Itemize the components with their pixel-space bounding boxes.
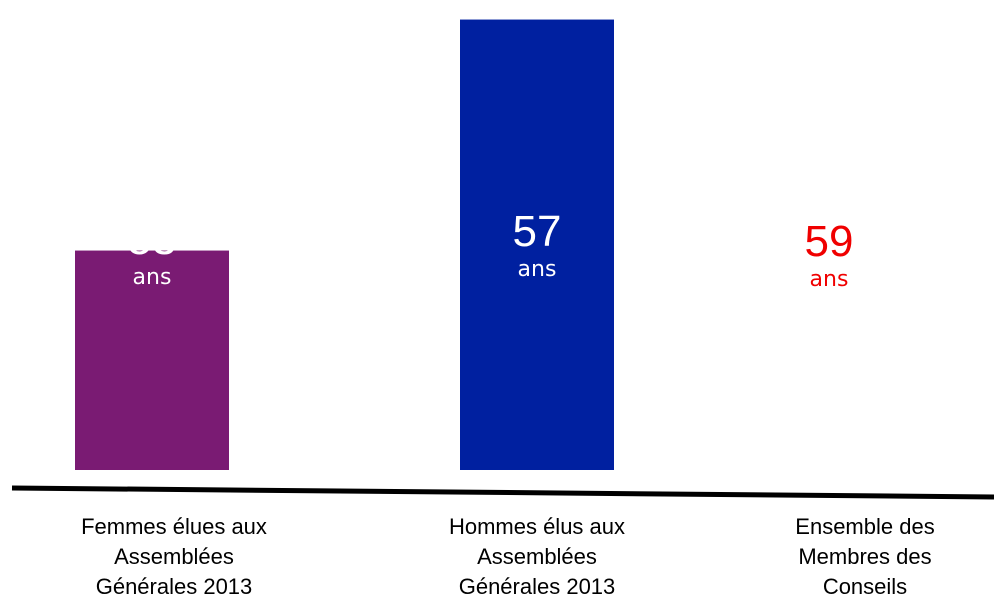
value-label-ensemble: 59 xyxy=(805,217,854,266)
category-label-femmes: Femmes élues aux Assemblées Générales 20… xyxy=(44,512,304,602)
category-label-hommes: Hommes élus aux Assemblées Générales 201… xyxy=(407,512,667,602)
unit-label-ensemble: ans xyxy=(810,267,849,292)
x-axis-line xyxy=(12,488,994,497)
value-label-hommes: 57 xyxy=(513,207,562,256)
category-label-ensemble: Ensemble des Membres des Conseils xyxy=(735,512,994,602)
value-label-femmes: 53 xyxy=(128,215,177,264)
unit-label-femmes: ans xyxy=(133,265,172,290)
unit-label-hommes: ans xyxy=(518,257,557,282)
